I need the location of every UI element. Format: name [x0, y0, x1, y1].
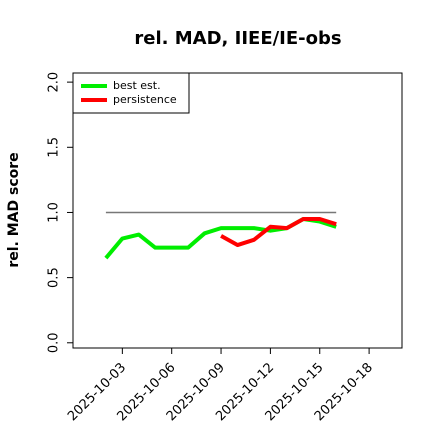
- y-tick-label: 0.5: [47, 267, 62, 288]
- line-series: [104, 216, 337, 260]
- y-tick-label: 0.0: [47, 332, 62, 353]
- legend-label: best est.: [113, 79, 161, 92]
- y-axis-label: rel. MAD score: [6, 152, 22, 267]
- plot-frame: [72, 72, 403, 349]
- y-tick-label: 2.0: [47, 72, 62, 93]
- y-tick-label: 1.0: [47, 202, 62, 223]
- y-tick-label: 1.5: [47, 137, 62, 158]
- legend-label: persistence: [113, 93, 177, 106]
- legend-box: [72, 72, 190, 114]
- line-series: [220, 216, 337, 248]
- chart-title: rel. MAD, IIEE/IE-obs: [134, 28, 341, 49]
